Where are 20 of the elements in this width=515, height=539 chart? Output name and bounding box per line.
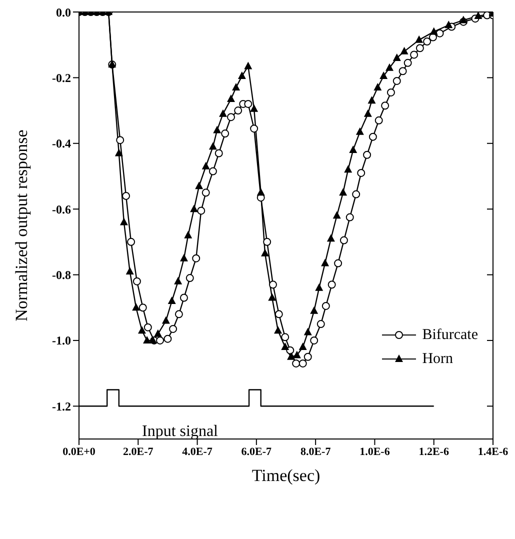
y-axis-title: Normalized output response (12, 130, 32, 322)
x-tick-label: 1.2E-6 (418, 446, 450, 458)
x-tick-label: 2.0E-7 (123, 446, 154, 458)
y-tick-label: -0.6 (52, 202, 71, 216)
x-tick-label: 1.0E-6 (360, 446, 390, 458)
legend-label: Horn (422, 350, 454, 368)
y-tick-label: 0.0 (56, 5, 71, 20)
y-tick-label: -0.2 (52, 70, 71, 85)
x-tick-label: 6.0E-7 (241, 446, 272, 458)
y-tick-label: -0.8 (52, 268, 71, 282)
y-tick-label: -0.4 (52, 136, 71, 151)
annotation: Input signal (142, 423, 218, 441)
x-tick-label: 4.0E-7 (182, 446, 213, 458)
legend-label: Bifurcate (422, 326, 478, 344)
y-tick-label: -1.2 (52, 399, 71, 414)
y-tick-label: -1.0 (52, 334, 71, 348)
x-tick-label: 8.0E-7 (300, 446, 332, 458)
x-axis-title: Time(sec) (252, 466, 320, 485)
x-tick-label: 0.0E+0 (62, 446, 96, 458)
x-tick-label: 1.4E-6 (478, 446, 509, 458)
